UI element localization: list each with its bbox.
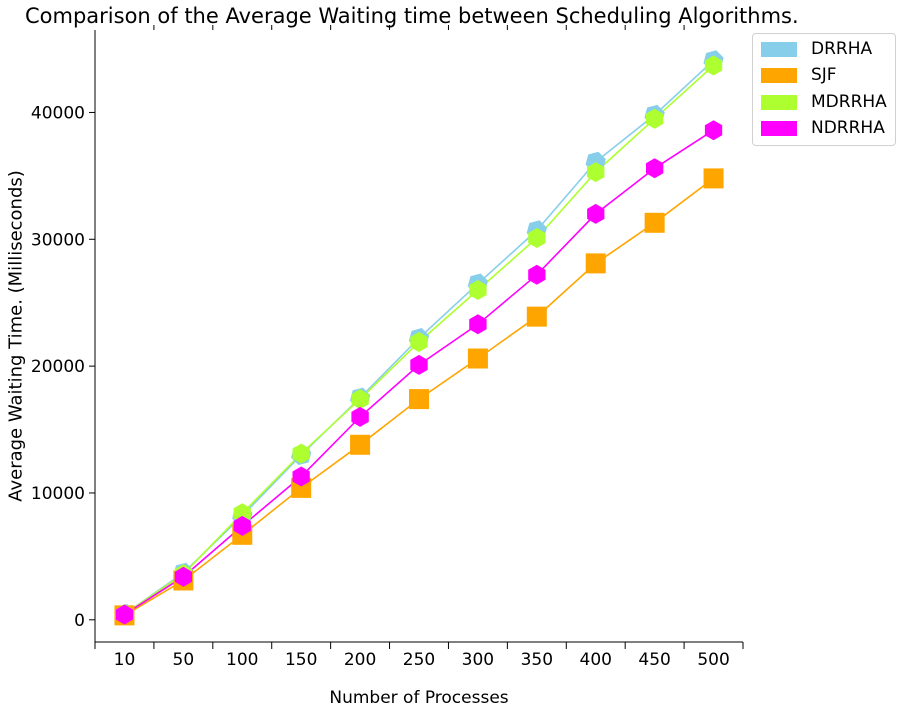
data-point — [292, 466, 310, 487]
data-point — [528, 228, 546, 248]
x-axis-label: Number of Processes — [329, 688, 509, 708]
legend-label: MDRRHA — [811, 92, 887, 112]
data-point — [469, 280, 487, 300]
data-point — [585, 253, 606, 274]
data-point — [704, 55, 723, 76]
data-point — [174, 566, 192, 587]
data-point — [587, 203, 605, 224]
data-point — [409, 389, 429, 410]
x-tick-label: 200 — [344, 650, 376, 670]
data-point — [587, 162, 605, 183]
data-point — [704, 120, 723, 141]
legend: DRRHA SJF MDRRHA NDRRHA — [752, 33, 896, 146]
data-point — [467, 348, 488, 369]
legend-label: DRRHA — [811, 39, 873, 59]
x-tick-label: 500 — [697, 650, 729, 670]
data-point — [350, 434, 371, 455]
data-point — [646, 158, 664, 179]
x-tick-label: 400 — [580, 650, 612, 670]
y-tick-label: 0 — [74, 611, 85, 631]
legend-item: NDRRHA — [761, 118, 885, 138]
data-point — [469, 314, 487, 335]
legend-item: MDRRHA — [761, 92, 887, 112]
legend-swatch — [761, 120, 797, 136]
data-point — [410, 332, 428, 352]
x-tick-label: 150 — [285, 650, 317, 670]
y-tick-label: 40000 — [31, 103, 85, 123]
y-tick-label: 20000 — [31, 357, 85, 377]
y-axis-label: Average Waiting Time. (Milliseconds) — [5, 170, 27, 502]
legend-item: SJF — [761, 65, 837, 85]
x-tick-label: 50 — [173, 650, 195, 670]
legend-swatch — [761, 41, 797, 57]
x-tick-label: 450 — [638, 650, 670, 670]
legend-swatch — [761, 94, 797, 110]
data-point — [410, 354, 428, 375]
data-point — [528, 264, 546, 285]
legend-item: DRRHA — [761, 39, 872, 59]
data-point — [115, 604, 134, 625]
data-point — [292, 443, 310, 464]
data-point — [646, 108, 664, 129]
axes: 0 10000 20000 30000 40000 10 50 100 150 200 250 300… — [31, 25, 744, 670]
data-point — [233, 503, 251, 524]
chart-title: Comparison of the Average Waiting time b… — [25, 4, 799, 28]
data-point — [233, 515, 251, 536]
y-tick-label: 10000 — [31, 484, 85, 504]
data-point — [351, 389, 369, 410]
data-point — [644, 212, 665, 233]
x-tick-label: 250 — [403, 650, 435, 670]
series-markers — [114, 50, 724, 626]
data-point — [351, 406, 369, 427]
x-tick-label: 10 — [114, 650, 136, 670]
legend-label: SJF — [811, 65, 837, 85]
x-tick-label: 100 — [226, 650, 258, 670]
y-tick-label: 30000 — [31, 230, 85, 250]
data-point — [526, 306, 547, 327]
data-point — [703, 168, 724, 189]
legend-swatch — [761, 67, 797, 83]
x-tick-label: 350 — [521, 650, 553, 670]
x-tick-label: 300 — [462, 650, 494, 670]
legend-label: NDRRHA — [811, 118, 885, 138]
